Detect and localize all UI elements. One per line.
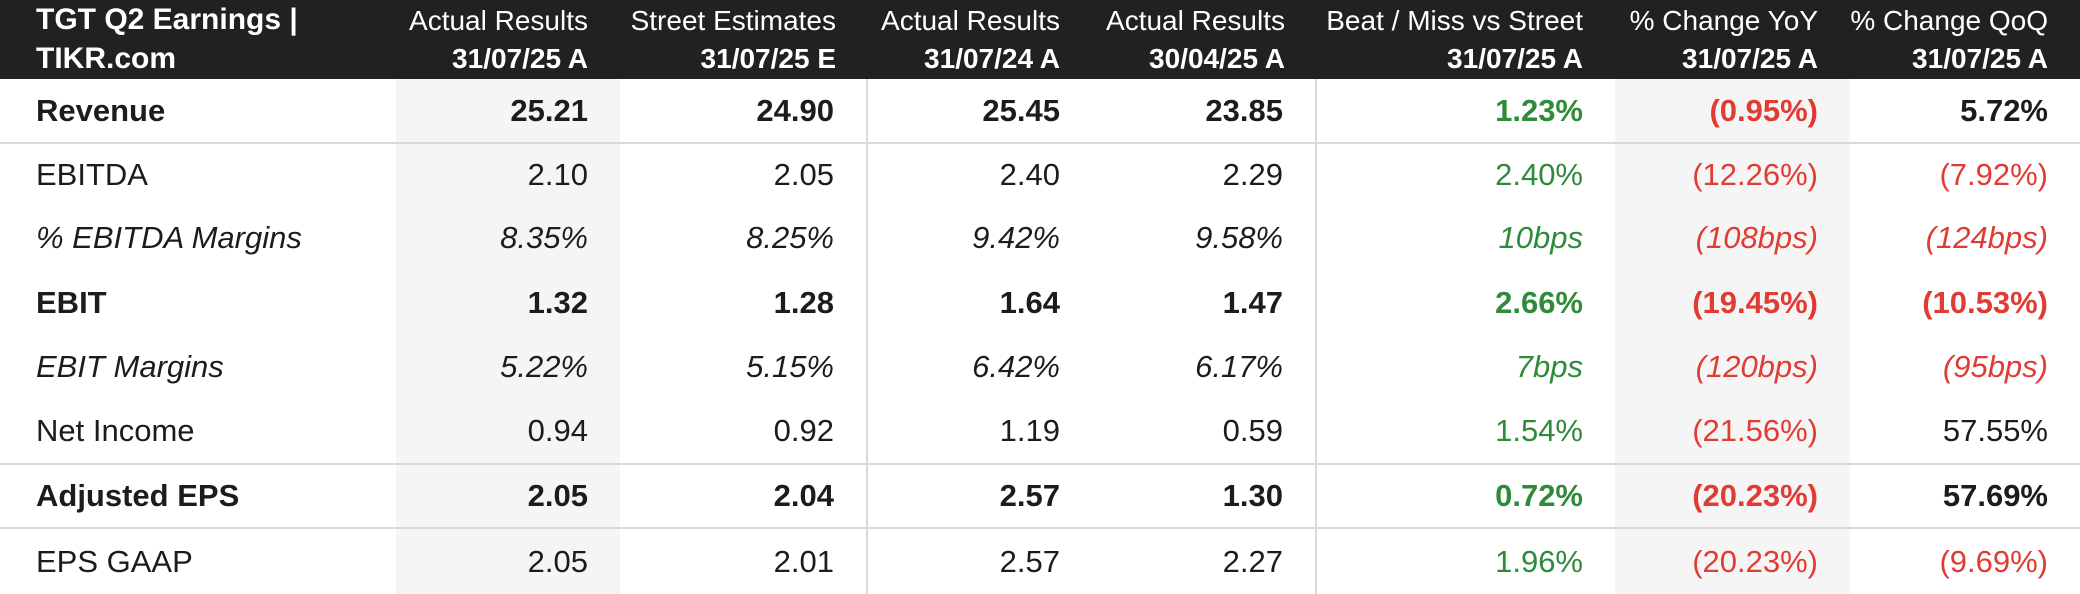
row-label: Net Income xyxy=(0,399,396,463)
value-cell: 2.01 xyxy=(620,527,868,594)
value-cell: 0.59 xyxy=(1092,399,1317,463)
value-cell: 2.57 xyxy=(868,463,1092,527)
row-label: EBIT xyxy=(0,270,396,335)
value-cell: 1.64 xyxy=(868,270,1092,335)
value-cell: 0.72% xyxy=(1317,463,1615,527)
column-header-period: 31/07/25 A xyxy=(452,42,588,74)
column-header-metric: Actual Results xyxy=(881,4,1060,36)
column-header-period: 31/07/25 A xyxy=(1912,42,2048,74)
value-cell: (7.92%) xyxy=(1850,142,2080,206)
value-cell: 5.72% xyxy=(1850,79,2080,142)
column-header: Actual Results 31/07/24 A xyxy=(868,0,1092,79)
column-header-period: 30/04/25 A xyxy=(1149,42,1285,74)
row-label: EBIT Margins xyxy=(0,335,396,399)
column-header: Beat / Miss vs Street 31/07/25 A xyxy=(1317,0,1615,79)
value-cell: 2.05 xyxy=(620,142,868,206)
column-header-period: 31/07/25 E xyxy=(700,42,836,74)
row-label: Adjusted EPS xyxy=(0,463,396,527)
value-cell: (21.56%) xyxy=(1615,399,1850,463)
column-header-period: 31/07/25 A xyxy=(1447,42,1583,74)
column-header-metric: Beat / Miss vs Street xyxy=(1326,4,1583,36)
row-label: EBITDA xyxy=(0,142,396,206)
value-cell: 25.45 xyxy=(868,79,1092,142)
value-cell: 2.40 xyxy=(868,142,1092,206)
value-cell: (120bps) xyxy=(1615,335,1850,399)
value-cell: (19.45%) xyxy=(1615,270,1850,335)
value-cell: 23.85 xyxy=(1092,79,1317,142)
value-cell: (124bps) xyxy=(1850,206,2080,270)
value-cell: 9.58% xyxy=(1092,206,1317,270)
value-cell: 57.69% xyxy=(1850,463,2080,527)
value-cell: 2.10 xyxy=(396,142,620,206)
column-header-metric: Actual Results xyxy=(1106,4,1285,36)
column-header: % Change QoQ 31/07/25 A xyxy=(1850,0,2080,79)
column-header-metric: % Change YoY xyxy=(1629,4,1818,36)
value-cell: 2.29 xyxy=(1092,142,1317,206)
value-cell: 25.21 xyxy=(396,79,620,142)
value-cell: 1.28 xyxy=(620,270,868,335)
value-cell: 1.23% xyxy=(1317,79,1615,142)
value-cell: (9.69%) xyxy=(1850,527,2080,594)
value-cell: 2.27 xyxy=(1092,527,1317,594)
value-cell: 0.92 xyxy=(620,399,868,463)
value-cell: 2.04 xyxy=(620,463,868,527)
row-label: Revenue xyxy=(0,79,396,142)
value-cell: 1.19 xyxy=(868,399,1092,463)
row-label: % EBITDA Margins xyxy=(0,206,396,270)
value-cell: (20.23%) xyxy=(1615,463,1850,527)
value-cell: 2.05 xyxy=(396,463,620,527)
value-cell: 2.66% xyxy=(1317,270,1615,335)
value-cell: 7bps xyxy=(1317,335,1615,399)
column-header-period: 31/07/24 A xyxy=(924,42,1060,74)
value-cell: 5.22% xyxy=(396,335,620,399)
value-cell: 1.47 xyxy=(1092,270,1317,335)
table-title: TGT Q2 Earnings | TIKR.com xyxy=(0,0,396,79)
value-cell: 1.32 xyxy=(396,270,620,335)
value-cell: (95bps) xyxy=(1850,335,2080,399)
value-cell: 10bps xyxy=(1317,206,1615,270)
value-cell: 9.42% xyxy=(868,206,1092,270)
value-cell: (12.26%) xyxy=(1615,142,1850,206)
column-header: Street Estimates 31/07/25 E xyxy=(620,0,868,79)
value-cell: 5.15% xyxy=(620,335,868,399)
column-header-metric: % Change QoQ xyxy=(1850,4,2048,36)
column-header: Actual Results 31/07/25 A xyxy=(396,0,620,79)
column-header: % Change YoY 31/07/25 A xyxy=(1615,0,1850,79)
value-cell: (20.23%) xyxy=(1615,527,1850,594)
value-cell: 0.94 xyxy=(396,399,620,463)
value-cell: 6.17% xyxy=(1092,335,1317,399)
value-cell: 24.90 xyxy=(620,79,868,142)
value-cell: 8.35% xyxy=(396,206,620,270)
column-header-metric: Street Estimates xyxy=(630,4,836,36)
column-header: Actual Results 30/04/25 A xyxy=(1092,0,1317,79)
value-cell: 1.30 xyxy=(1092,463,1317,527)
column-header-metric: Actual Results xyxy=(409,4,588,36)
value-cell: (0.95%) xyxy=(1615,79,1850,142)
value-cell: 2.57 xyxy=(868,527,1092,594)
column-header-period: 31/07/25 A xyxy=(1682,42,1818,74)
value-cell: 57.55% xyxy=(1850,399,2080,463)
value-cell: 8.25% xyxy=(620,206,868,270)
value-cell: 6.42% xyxy=(868,335,1092,399)
value-cell: 1.96% xyxy=(1317,527,1615,594)
value-cell: 2.40% xyxy=(1317,142,1615,206)
value-cell: (10.53%) xyxy=(1850,270,2080,335)
value-cell: 2.05 xyxy=(396,527,620,594)
value-cell: (108bps) xyxy=(1615,206,1850,270)
row-label: EPS GAAP xyxy=(0,527,396,594)
value-cell: 1.54% xyxy=(1317,399,1615,463)
